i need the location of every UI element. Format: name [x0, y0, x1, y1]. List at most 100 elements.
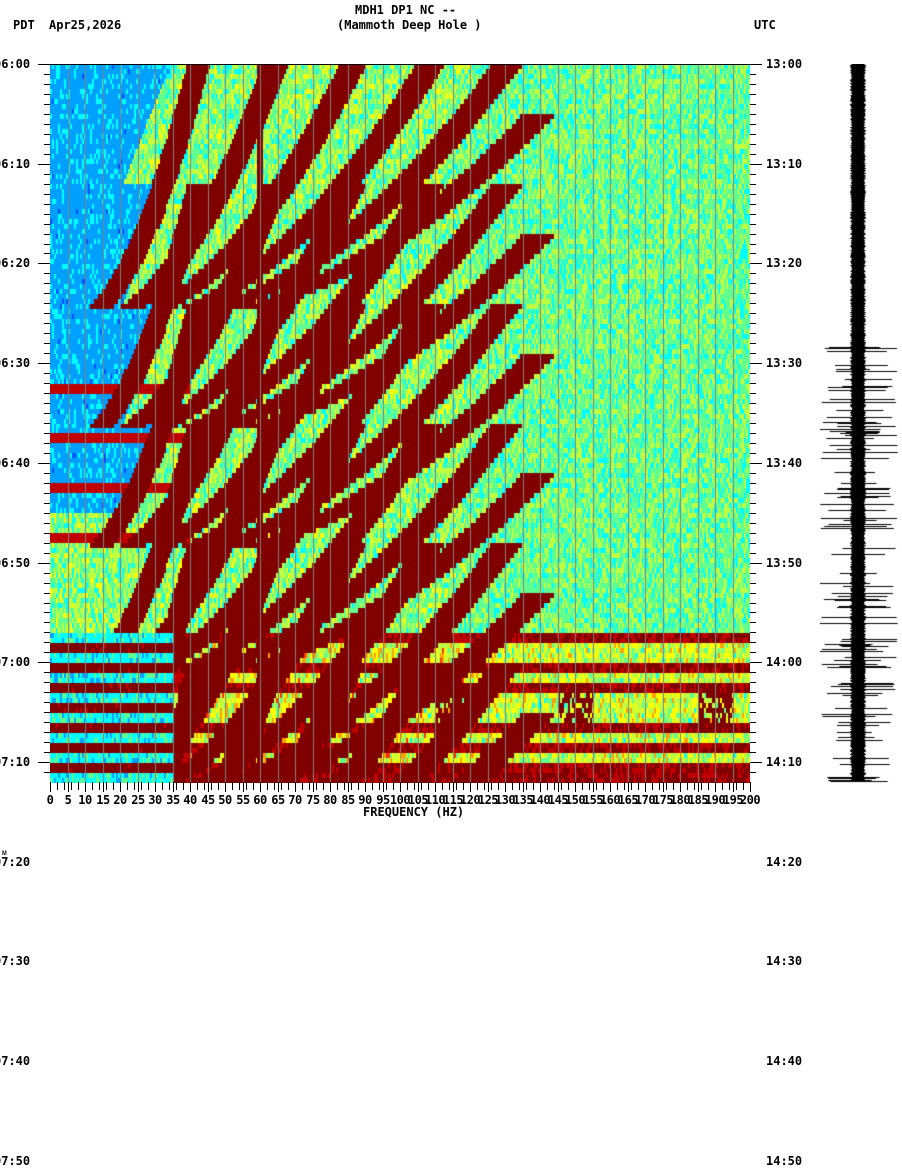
y-tick-right [750, 533, 756, 534]
x-tick [330, 782, 331, 792]
seismogram-trace [820, 64, 900, 784]
y-tick-right [750, 184, 756, 185]
x-tick-label: 150 [564, 793, 586, 807]
timezone-right-label: UTC [754, 18, 776, 32]
x-tick-label: 5 [64, 793, 72, 807]
x-tick [736, 782, 737, 790]
x-tick [351, 782, 352, 790]
x-tick-label: 180 [669, 793, 691, 807]
x-tick-label: 65 [271, 793, 285, 807]
x-tick-label: 160 [599, 793, 621, 807]
y-tick-left [44, 483, 50, 484]
y-tick-left [44, 403, 50, 404]
y-label-pdt: 07:10 [0, 755, 31, 769]
x-tick-label: 110 [424, 793, 446, 807]
x-tick-label: 115 [442, 793, 464, 807]
x-tick-label: 165 [617, 793, 639, 807]
x-tick [204, 782, 205, 790]
y-tick-right [750, 214, 756, 215]
y-tick-left [38, 563, 50, 564]
x-tick-label: 130 [494, 793, 516, 807]
y-tick-right [750, 204, 756, 205]
y-tick-right [750, 363, 762, 364]
y-tick-left [44, 712, 50, 713]
x-tick-label: 25 [131, 793, 145, 807]
y-label-utc: 13:10 [766, 157, 803, 171]
y-tick-right [750, 443, 756, 444]
x-tick [470, 782, 471, 792]
y-tick-left [44, 313, 50, 314]
x-tick [666, 782, 667, 790]
y-tick-right [750, 652, 756, 653]
x-tick-label: 15 [96, 793, 110, 807]
date-label: Apr25,2026 [49, 18, 122, 32]
y-tick-left [38, 64, 50, 65]
timezone-left-label: PDT [13, 18, 35, 32]
y-tick-left [44, 283, 50, 284]
y-tick-right [750, 104, 756, 105]
x-tick [687, 782, 688, 790]
x-tick [400, 782, 401, 792]
y-tick-left [44, 612, 50, 613]
x-tick [628, 782, 629, 792]
y-label-pdt: 07:00 [0, 655, 31, 669]
y-tick-left [44, 702, 50, 703]
x-tick-label: 30 [148, 793, 162, 807]
y-label-utc: 14:30 [766, 954, 803, 968]
x-tick [134, 782, 135, 790]
y-tick-left [44, 732, 50, 733]
x-tick-label: 100 [389, 793, 411, 807]
y-tick-left [44, 373, 50, 374]
y-tick-left [38, 662, 50, 663]
y-tick-right [750, 144, 756, 145]
x-tick-label: 90 [358, 793, 372, 807]
y-label-pdt: 07:50 [0, 1154, 31, 1168]
x-tick [383, 782, 384, 792]
y-tick-right [750, 64, 762, 65]
y-tick-right [750, 393, 756, 394]
x-tick [260, 782, 261, 792]
y-tick-right [750, 662, 762, 663]
y-tick-left [44, 154, 50, 155]
y-tick-right [750, 672, 756, 673]
x-tick [638, 782, 639, 790]
x-tick-label: 125 [477, 793, 499, 807]
x-tick [358, 782, 359, 790]
y-tick-left [44, 303, 50, 304]
x-tick-label: 10 [78, 793, 92, 807]
y-tick-left [44, 94, 50, 95]
x-tick [92, 782, 93, 790]
y-label-utc: 13:20 [766, 256, 803, 270]
y-tick-right [750, 772, 756, 773]
x-tick [113, 782, 114, 790]
x-tick [453, 782, 454, 792]
x-tick [365, 782, 366, 792]
y-tick-right [750, 453, 756, 454]
y-tick-right [750, 523, 756, 524]
x-tick [526, 782, 527, 790]
y-tick-left [44, 722, 50, 723]
y-tick-right [750, 553, 756, 554]
x-tick [582, 782, 583, 790]
x-tick [659, 782, 660, 790]
y-tick-left [44, 652, 50, 653]
x-tick-label: 140 [529, 793, 551, 807]
x-tick [407, 782, 408, 790]
x-tick [344, 782, 345, 790]
x-tick [302, 782, 303, 790]
x-tick [348, 782, 349, 792]
x-tick [379, 782, 380, 790]
y-tick-left [44, 244, 50, 245]
x-tick [568, 782, 569, 790]
x-tick-label: 60 [253, 793, 267, 807]
y-tick-right [750, 493, 756, 494]
y-tick-left [44, 84, 50, 85]
x-tick [99, 782, 100, 790]
y-tick-right [750, 403, 756, 404]
x-tick [603, 782, 604, 790]
y-tick-right [750, 84, 756, 85]
y-tick-right [750, 483, 756, 484]
y-tick-right [750, 692, 756, 693]
x-tick [68, 782, 69, 792]
y-label-utc: 14:10 [766, 755, 803, 769]
